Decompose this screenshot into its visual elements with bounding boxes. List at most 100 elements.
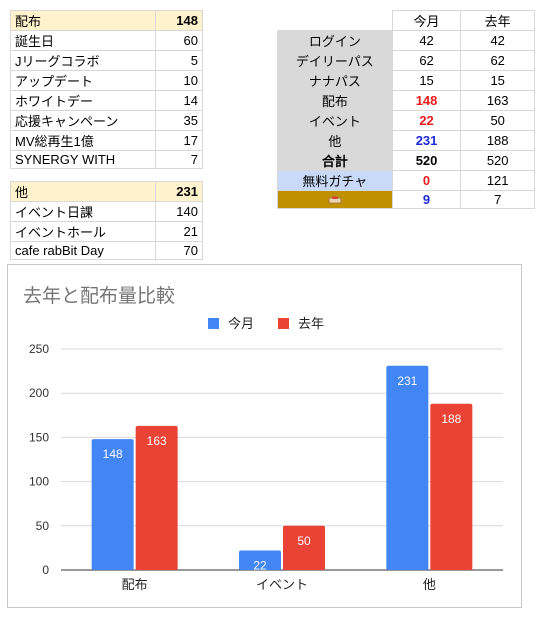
cell[interactable]: 42 <box>391 30 462 51</box>
cell[interactable]: 誕生日 <box>9 30 157 51</box>
table-row: cafe rabBit Day 70 <box>9 241 203 260</box>
table-row: Jリーグコラボ 5 <box>9 50 203 71</box>
cell[interactable]: 35 <box>155 110 203 131</box>
legend-swatch-last-year <box>278 318 289 329</box>
table-row: デイリーパス 62 62 <box>277 50 535 71</box>
data-label: 188 <box>441 412 461 426</box>
cell[interactable]: 21 <box>155 221 203 242</box>
cell[interactable]: 231 <box>155 181 203 202</box>
cell[interactable]: 7 <box>155 150 203 169</box>
chart-canvas: 去年と配布量比較 今月 去年 0 50 100 150 200 250 148 163 配布 22… <box>23 285 503 592</box>
chart-title: 去年と配布量比較 <box>23 285 175 307</box>
table-row: イベントホール 21 <box>9 221 203 242</box>
row-label[interactable]: 他 <box>277 130 393 151</box>
data-label: 163 <box>147 434 167 448</box>
row-label[interactable]: 合計 <box>277 150 393 171</box>
haifu-header-row: 配布 148 <box>9 10 203 31</box>
table-row: 配布 148 163 <box>277 90 535 111</box>
row-label[interactable]: ナナパス <box>277 70 393 91</box>
cell[interactable]: SYNERGY WITH <box>9 150 157 169</box>
column-header-this-month[interactable]: 今月 <box>391 10 462 31</box>
row-label[interactable] <box>277 190 393 209</box>
row-label[interactable]: 無料ガチャ <box>277 170 393 191</box>
cell[interactable]: 配布 <box>9 10 157 31</box>
bar <box>135 425 178 570</box>
table-row: イベント日課 140 <box>9 201 203 222</box>
table-row: ホワイトデー 14 <box>9 90 203 111</box>
cell[interactable]: 163 <box>460 90 535 111</box>
table-row: イベント 22 50 <box>277 110 535 131</box>
cell[interactable]: 22 <box>391 110 462 131</box>
x-tick-label: 他 <box>423 577 436 592</box>
stamp-icon <box>328 196 342 206</box>
cell[interactable]: 60 <box>155 30 203 51</box>
data-label: 50 <box>297 534 311 548</box>
y-tick-label: 50 <box>36 519 50 533</box>
cell[interactable]: MV総再生1億 <box>9 130 157 151</box>
comparison-table: 今月 去年 ログイン 42 42 デイリーパス 62 62 ナナパス 15 15 配布 148… <box>277 10 535 209</box>
chart-legend[interactable]: 今月 去年 <box>208 316 324 331</box>
cell[interactable]: 520 <box>391 150 462 171</box>
table-row: アップデート 10 <box>9 70 203 91</box>
table-row: 無料ガチャ 0 121 <box>277 170 535 191</box>
cell[interactable]: 520 <box>460 150 535 171</box>
cell[interactable]: 70 <box>155 241 203 260</box>
cell[interactable]: 231 <box>391 130 462 151</box>
cell[interactable] <box>277 10 393 31</box>
comparison-chart[interactable]: 去年と配布量比較 今月 去年 0 50 100 150 200 250 148 163 配布 22… <box>7 264 522 608</box>
cell[interactable]: 121 <box>460 170 535 191</box>
cell[interactable]: 7 <box>460 190 535 209</box>
cell[interactable]: 17 <box>155 130 203 151</box>
cell[interactable]: アップデート <box>9 70 157 91</box>
x-tick-label: イベント <box>256 577 308 592</box>
cell[interactable]: 50 <box>460 110 535 131</box>
legend-label-this-month: 今月 <box>228 316 254 331</box>
bar <box>239 550 281 570</box>
row-label[interactable]: イベント <box>277 110 393 131</box>
column-header-last-year[interactable]: 去年 <box>460 10 535 31</box>
cell[interactable]: イベントホール <box>9 221 157 242</box>
cell[interactable]: 62 <box>391 50 462 71</box>
y-tick-label: 100 <box>29 475 49 489</box>
table-row: 応援キャンペーン 35 <box>9 110 203 131</box>
other-breakdown-table: 他 231 イベント日課 140 イベントホール 21 cafe rabBit Da… <box>9 181 203 260</box>
cell[interactable]: ホワイトデー <box>9 90 157 111</box>
y-tick-label: 200 <box>29 386 49 400</box>
bar <box>430 403 473 570</box>
haifu-breakdown-table: 配布 148 誕生日 60 Jリーグコラボ 5 アップデート 10 ホワイトデー 14 … <box>9 10 203 169</box>
cell[interactable]: Jリーグコラボ <box>9 50 157 71</box>
cell[interactable]: 42 <box>460 30 535 51</box>
data-label: 231 <box>397 374 417 388</box>
y-tick-label: 150 <box>29 430 49 444</box>
table-row: 誕生日 60 <box>9 30 203 51</box>
cell[interactable]: 148 <box>155 10 203 31</box>
cell[interactable]: 0 <box>391 170 462 191</box>
cell[interactable]: 148 <box>391 90 462 111</box>
table-row: 9 7 <box>277 190 535 209</box>
cell[interactable]: 15 <box>460 70 535 91</box>
row-label[interactable]: デイリーパス <box>277 50 393 71</box>
other-header-row: 他 231 <box>9 181 203 202</box>
bar <box>386 365 429 570</box>
cell[interactable]: 9 <box>391 190 462 209</box>
cell[interactable]: 10 <box>155 70 203 91</box>
cell[interactable]: cafe rabBit Day <box>9 241 157 260</box>
cell[interactable]: 15 <box>391 70 462 91</box>
row-label[interactable]: ログイン <box>277 30 393 51</box>
row-label[interactable]: 配布 <box>277 90 393 111</box>
cell[interactable]: イベント日課 <box>9 201 157 222</box>
cell[interactable]: 140 <box>155 201 203 222</box>
x-tick-label: 配布 <box>122 577 148 592</box>
cell[interactable]: 5 <box>155 50 203 71</box>
cell[interactable]: 他 <box>9 181 157 202</box>
legend-swatch-this-month <box>208 318 219 329</box>
cell[interactable]: 14 <box>155 90 203 111</box>
table-row: SYNERGY WITH 7 <box>9 150 203 169</box>
comparison-header-row: 今月 去年 <box>277 10 535 31</box>
cell[interactable]: 62 <box>460 50 535 71</box>
bar <box>283 525 325 570</box>
cell[interactable]: 188 <box>460 130 535 151</box>
plot-area: 0 50 100 150 200 250 148 163 配布 22 50 イベント 231 188 他 <box>29 342 503 592</box>
cell[interactable]: 応援キャンペーン <box>9 110 157 131</box>
bar <box>91 439 134 570</box>
